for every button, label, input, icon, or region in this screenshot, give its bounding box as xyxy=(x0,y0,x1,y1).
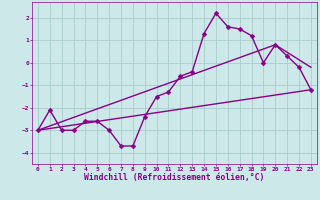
X-axis label: Windchill (Refroidissement éolien,°C): Windchill (Refroidissement éolien,°C) xyxy=(84,173,265,182)
